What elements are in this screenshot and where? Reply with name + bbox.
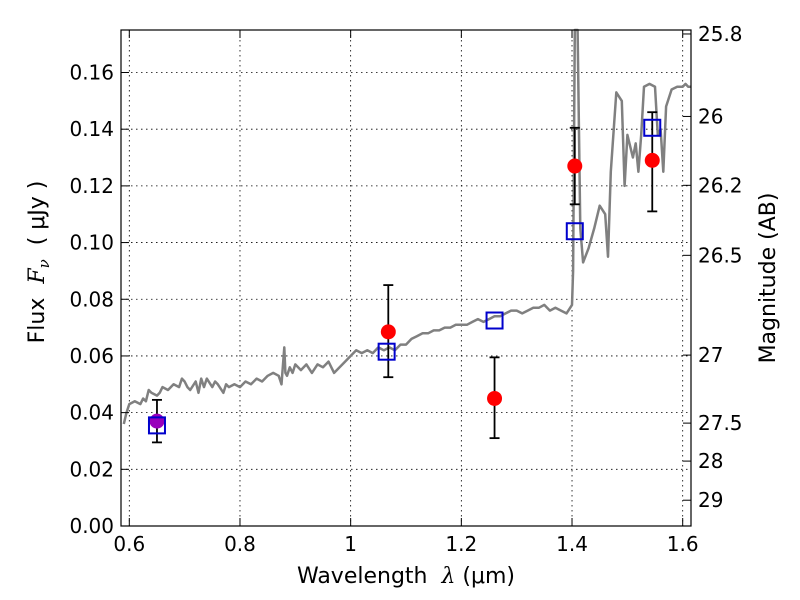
y2-tick-label: 25.8 — [698, 22, 743, 46]
data-point — [644, 152, 660, 168]
data-point — [149, 413, 165, 429]
y-tick-label: 0.00 — [69, 514, 114, 538]
y-tick-label: 0.04 — [69, 401, 114, 425]
x-tick-label: 1.6 — [667, 532, 699, 556]
y-tick-label: 0.08 — [69, 287, 114, 311]
y2-tick-label: 29 — [698, 488, 723, 512]
y2-tick-label: 27 — [698, 343, 723, 367]
plot-frame — [120, 29, 692, 527]
axis-ticks: 0.6 0.8 1 1.2 1.4 1.6 0.00 0.02 0.04 0.06 0.08 0.10… — [69, 22, 742, 556]
y-tick-label: 0.02 — [69, 457, 114, 481]
y-tick-label: 0.06 — [69, 344, 114, 368]
y-axis-label-prefix: Flux — [25, 284, 50, 344]
model-point — [377, 342, 396, 361]
y-axis-label-suffix: ( μJy ) — [25, 181, 50, 260]
y-tick-label: 0.10 — [69, 231, 114, 255]
x-tick-label: 0.6 — [113, 532, 145, 556]
x-tick-label: 1.2 — [445, 532, 477, 556]
data-markers — [147, 118, 662, 435]
y-axis-label: Flux Fν ( μJy ) — [25, 181, 53, 344]
y2-tick-label: 26.5 — [698, 243, 743, 267]
y2-tick-label: 27.5 — [698, 411, 743, 435]
grid-lines — [121, 30, 691, 527]
x-tick-label: 1 — [344, 532, 357, 556]
y-tick-label: 0.14 — [69, 117, 114, 141]
model-spectrum — [122, 28, 691, 425]
x-tick-label: 0.8 — [224, 532, 256, 556]
x-axis-label: Wavelength λ (μm) — [297, 564, 515, 589]
model-point — [485, 311, 504, 330]
model-point — [643, 118, 662, 137]
data-point — [567, 158, 583, 174]
y-axis-label-symbol: F — [25, 268, 50, 285]
x-axis-label-prefix: Wavelength — [297, 564, 442, 589]
y2-tick-label: 26 — [698, 104, 723, 128]
model-point — [565, 222, 584, 241]
y2-tick-label: 26.2 — [698, 173, 743, 197]
x-axis-label-suffix: (μm) — [455, 564, 515, 589]
y-axis-label-subscript: ν — [35, 259, 53, 268]
model-spectrum-line — [122, 28, 691, 425]
data-point — [380, 324, 396, 340]
data-point — [487, 390, 503, 406]
y-tick-label: 0.16 — [69, 61, 114, 85]
x-axis-label-symbol: λ — [440, 564, 455, 589]
model-point — [147, 416, 166, 435]
y-tick-label: 0.12 — [69, 174, 114, 198]
y2-tick-label: 28 — [698, 449, 723, 473]
x-tick-label: 1.4 — [556, 532, 588, 556]
y2-axis-label: Magnitude (AB) — [756, 193, 781, 364]
